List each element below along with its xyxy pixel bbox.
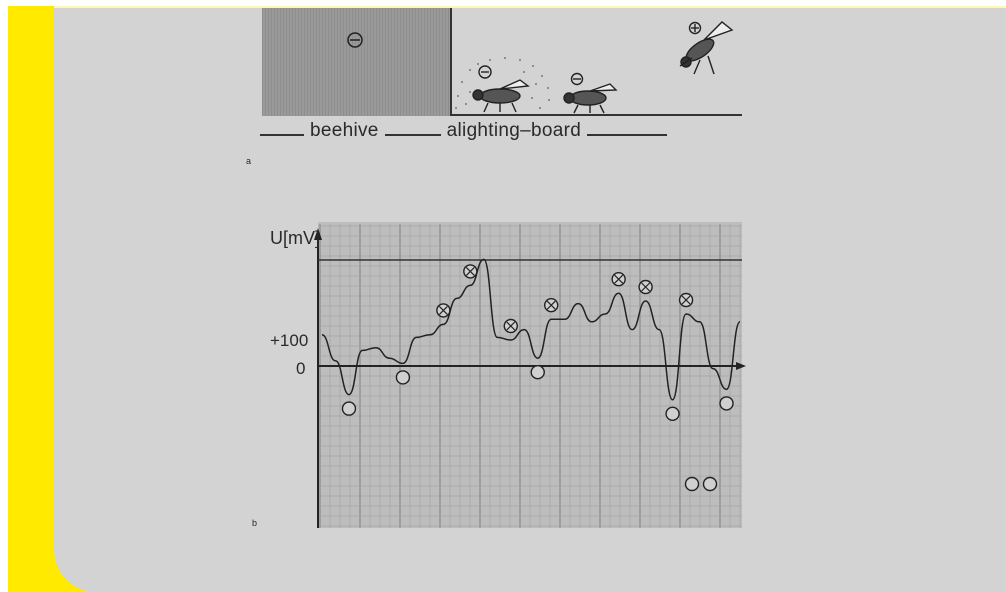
y-axis-label: U[mV] — [270, 228, 320, 248]
panel-a-label: a — [246, 156, 251, 166]
alighting-board-label: alighting–board — [446, 120, 582, 141]
bee-icon — [472, 79, 530, 113]
negative-charge-icon — [719, 396, 734, 411]
negative-charge-icon — [395, 370, 411, 385]
ground-labels: beehive alighting–board — [260, 120, 668, 142]
ground-rule — [384, 120, 441, 136]
positive-charge-icon-cross — [641, 282, 651, 292]
beehive-label: beehive — [310, 120, 379, 141]
bee-charge-icon — [688, 21, 702, 35]
flying-bee-icon — [679, 21, 734, 75]
negative-charge-icon — [702, 476, 718, 492]
y-axis-arrow — [314, 228, 322, 240]
panel-b-label: b — [252, 518, 257, 528]
x-axis-arrow — [736, 362, 746, 370]
positive-charge-icon-cross — [614, 274, 624, 284]
potential-chart — [314, 222, 746, 528]
negative-charge-icon — [341, 401, 357, 416]
bee-icon — [563, 83, 618, 114]
ground-rule — [587, 120, 668, 136]
ground-rule — [260, 120, 304, 136]
bee-charge-icon — [478, 65, 492, 79]
bee-charge-icon — [570, 72, 584, 86]
positive-charge-icon-cross — [465, 266, 475, 276]
top-border — [54, 6, 1006, 8]
negative-charge-icon — [684, 476, 700, 492]
beehive-illustration — [262, 8, 452, 116]
y-tick-label-100: +100 — [270, 331, 308, 350]
negative-charge-icon — [665, 406, 680, 421]
rounded-corner — [54, 520, 126, 592]
charge-halo — [455, 57, 550, 109]
charge-markers — [341, 264, 734, 492]
positive-charge-icon-cross — [681, 295, 691, 305]
hive-charge-icon — [347, 32, 363, 48]
positive-charge-icon-cross — [506, 321, 516, 331]
yellow-sidebar-strip — [8, 6, 54, 592]
potential-trace — [321, 258, 741, 401]
negative-charge-icon — [530, 365, 545, 380]
y-tick-label-0: 0 — [296, 359, 305, 378]
positive-charge-icon-cross — [438, 305, 448, 315]
positive-charge-icon-cross — [546, 300, 556, 310]
